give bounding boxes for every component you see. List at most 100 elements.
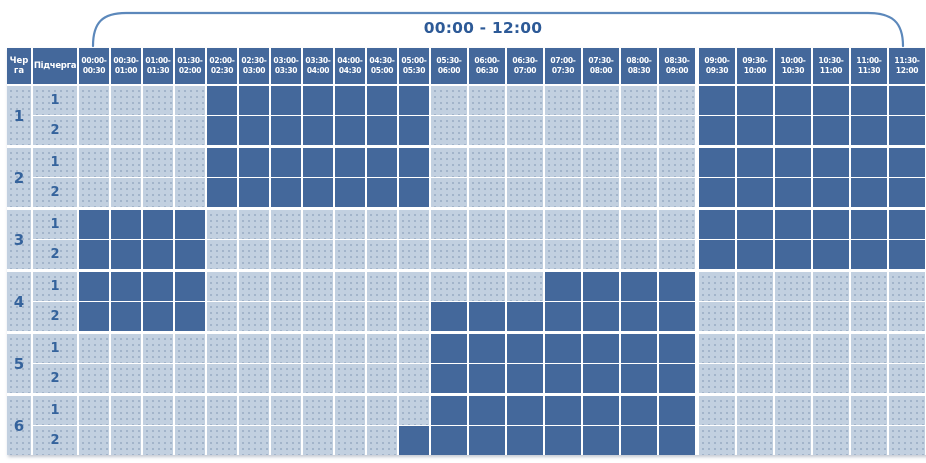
slot-cell [175, 426, 205, 455]
slot-cell [399, 272, 429, 301]
slot-cell [111, 396, 141, 425]
slot-cell [207, 116, 237, 145]
slot-cell [545, 334, 581, 363]
slot-cell [583, 240, 619, 269]
slot-cell [111, 364, 141, 393]
slot-cell [335, 178, 365, 207]
slot-cell [143, 364, 173, 393]
subqueue-number: 2 [33, 364, 77, 393]
slot-cell [367, 426, 397, 455]
slot-cell [399, 426, 429, 455]
slot-cell [335, 210, 365, 239]
slot-cell [399, 364, 429, 393]
time-slot-header: 11:00-11:30 [851, 48, 887, 84]
slot-cell [303, 364, 333, 393]
slot-cell [889, 302, 925, 331]
schedule-row: 1 [33, 396, 926, 425]
slot-cell [79, 148, 109, 177]
slot-cell [143, 396, 173, 425]
slot-cell [175, 148, 205, 177]
slot-cell [271, 364, 301, 393]
slot-cell [431, 272, 467, 301]
slot-cell [303, 396, 333, 425]
slot-cell [469, 116, 505, 145]
slot-cell [775, 426, 811, 455]
slot-cell [851, 240, 887, 269]
queue-number: 1 [7, 86, 31, 145]
slot-cell [621, 272, 657, 301]
slot-cell [545, 426, 581, 455]
slot-cell [367, 302, 397, 331]
slot-cell [271, 116, 301, 145]
slot-cell [583, 272, 619, 301]
slot-cell [545, 148, 581, 177]
slot-cell [889, 396, 925, 425]
slot-cell [545, 116, 581, 145]
slot-cell [583, 334, 619, 363]
queue-number: 5 [7, 334, 31, 393]
slot-cell [621, 302, 657, 331]
slot-cell [507, 86, 543, 115]
slot-cell [775, 302, 811, 331]
slot-cell [303, 210, 333, 239]
slot-cell [583, 210, 619, 239]
slot-cell [431, 86, 467, 115]
slot-cell [583, 178, 619, 207]
slot-cell [813, 396, 849, 425]
slot-cell [79, 334, 109, 363]
slot-cell [889, 240, 925, 269]
slot-cell [851, 364, 887, 393]
slot-cell [367, 210, 397, 239]
slot-cell [79, 364, 109, 393]
slot-cell [813, 302, 849, 331]
slot-cell [813, 116, 849, 145]
slot-cell [469, 210, 505, 239]
slot-cell [367, 178, 397, 207]
slot-cell [335, 116, 365, 145]
slot-cell [621, 116, 657, 145]
slot-cell [303, 178, 333, 207]
slot-cell [621, 334, 657, 363]
slot-cell [335, 364, 365, 393]
time-slot-header: 00:00-00:30 [79, 48, 109, 84]
slot-cell [813, 364, 849, 393]
slot-cell [507, 210, 543, 239]
slot-cell [271, 86, 301, 115]
slot-cell [507, 396, 543, 425]
slot-cell [335, 272, 365, 301]
slot-cell [79, 272, 109, 301]
slot-cell [79, 116, 109, 145]
time-slot-header: 04:00-04:30 [335, 48, 365, 84]
slot-cell [889, 426, 925, 455]
schedule-row: 2 [33, 240, 926, 269]
slot-cell [889, 334, 925, 363]
slot-cell [399, 396, 429, 425]
time-slot-header: 08:30-09:00 [659, 48, 695, 84]
time-slot-header: 10:30-11:00 [813, 48, 849, 84]
slot-cell [399, 178, 429, 207]
slot-cell [335, 334, 365, 363]
subqueue-number: 2 [33, 302, 77, 331]
slot-cell [175, 116, 205, 145]
time-slot-header: 01:00-01:30 [143, 48, 173, 84]
time-slot-header: 02:30-03:00 [239, 48, 269, 84]
slot-cell [851, 396, 887, 425]
slot-cell [469, 396, 505, 425]
slot-cell [303, 240, 333, 269]
time-slot-header: 05:00-05:30 [399, 48, 429, 84]
slot-cell [111, 116, 141, 145]
slot-cell [583, 116, 619, 145]
subqueue-number: 1 [33, 396, 77, 425]
slot-cell [775, 272, 811, 301]
slot-cell [737, 396, 773, 425]
slot-cell [851, 302, 887, 331]
slot-cell [207, 148, 237, 177]
subqueue-number: 2 [33, 240, 77, 269]
slot-cell [469, 148, 505, 177]
slot-cell [431, 116, 467, 145]
time-slot-header: 02:00-02:30 [207, 48, 237, 84]
